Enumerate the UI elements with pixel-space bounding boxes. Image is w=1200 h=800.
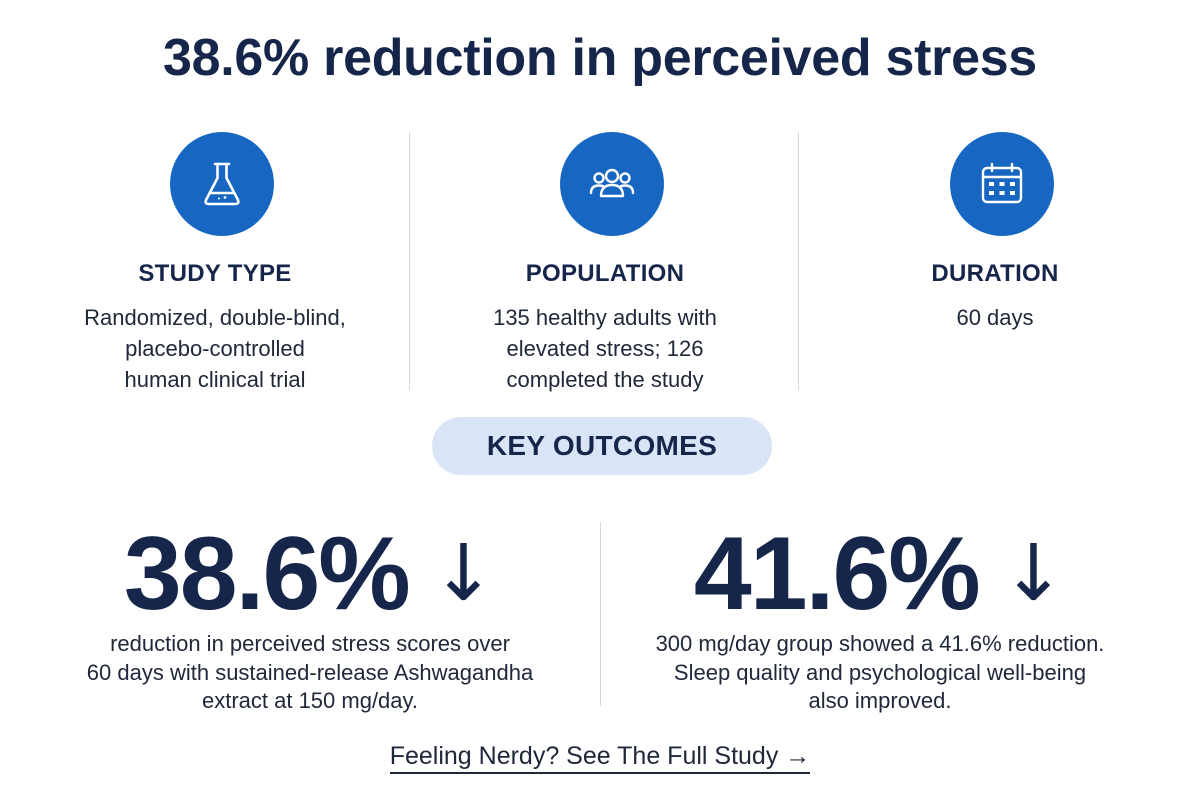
duration-heading: DURATION [931,260,1059,287]
population-column: POPULATION 135 healthy adults with eleva… [410,132,800,392]
stat-value: 38.6% [123,516,411,632]
duration-text: 60 days [956,305,1034,330]
people-icon [560,132,664,236]
study-type-column: STUDY TYPE Randomized, double-blind, pla… [20,132,410,392]
stats-divider [600,522,601,706]
study-type-text: Randomized, double-blind, placebo-contro… [84,305,346,392]
column-divider [409,132,410,390]
full-study-link[interactable]: Feeling Nerdy? See The Full Study → [389,742,811,774]
study-type-heading: STUDY TYPE [138,260,292,287]
stat-300mg: 41.6% ↓ 300 mg/day group showed a 41.6% … [600,518,1160,713]
stat-headline: 38.6% ↓ [30,518,590,630]
down-arrow-icon: ↓ [1000,529,1067,619]
stat-headline: 41.6% ↓ [600,518,1160,630]
duration-column: DURATION 60 days [800,132,1190,392]
flask-icon [170,132,274,236]
stat-value: 41.6% [693,516,981,632]
full-study-link-wrapper: Feeling Nerdy? See The Full Study → [0,742,1200,774]
stat-description: 300 mg/day group showed a 41.6% reductio… [655,631,1105,713]
study-summary: STUDY TYPE Randomized, double-blind, pla… [20,132,1180,392]
stat-description: reduction in perceived stress scores ove… [86,631,534,713]
page-title: 38.6% reduction in perceived stress [163,29,1037,87]
calendar-icon [950,132,1054,236]
down-arrow-icon: ↓ [430,529,497,619]
column-divider [798,132,799,390]
key-outcomes-badge: KEY OUTCOMES [432,417,772,475]
population-heading: POPULATION [525,260,685,287]
population-text: 135 healthy adults with elevated stress;… [493,305,717,392]
stat-150mg: 38.6% ↓ reduction in perceived stress sc… [30,518,590,713]
